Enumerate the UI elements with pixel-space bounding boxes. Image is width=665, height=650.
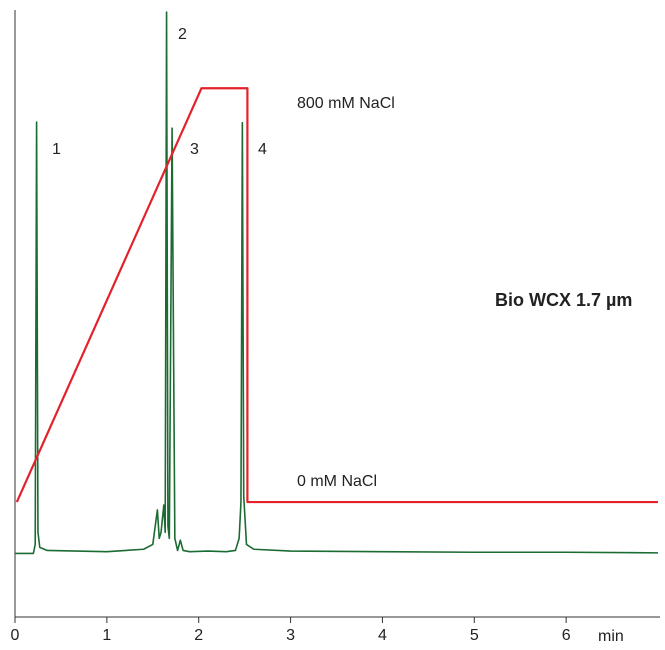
x-tick-label: 5	[470, 627, 479, 644]
trace	[15, 11, 659, 555]
x-tick-label: 6	[562, 627, 571, 644]
x-tick-label: 1	[102, 627, 111, 644]
annotation: 0 mM NaCl	[297, 473, 377, 490]
x-axis-label: min	[598, 628, 624, 645]
annotation: 3	[190, 141, 199, 158]
x-tick-label: 3	[286, 627, 295, 644]
x-tick-label: 2	[194, 627, 203, 644]
annotation: 800 mM NaCl	[297, 95, 395, 112]
annotation: 2	[178, 26, 187, 43]
annotation: 1	[52, 141, 61, 158]
chart-title: Bio WCX 1.7 µm	[495, 290, 632, 310]
x-tick-label: 4	[378, 627, 387, 644]
trace	[15, 87, 658, 504]
x-tick-label: 0	[11, 627, 20, 644]
annotation: 4	[258, 141, 267, 158]
